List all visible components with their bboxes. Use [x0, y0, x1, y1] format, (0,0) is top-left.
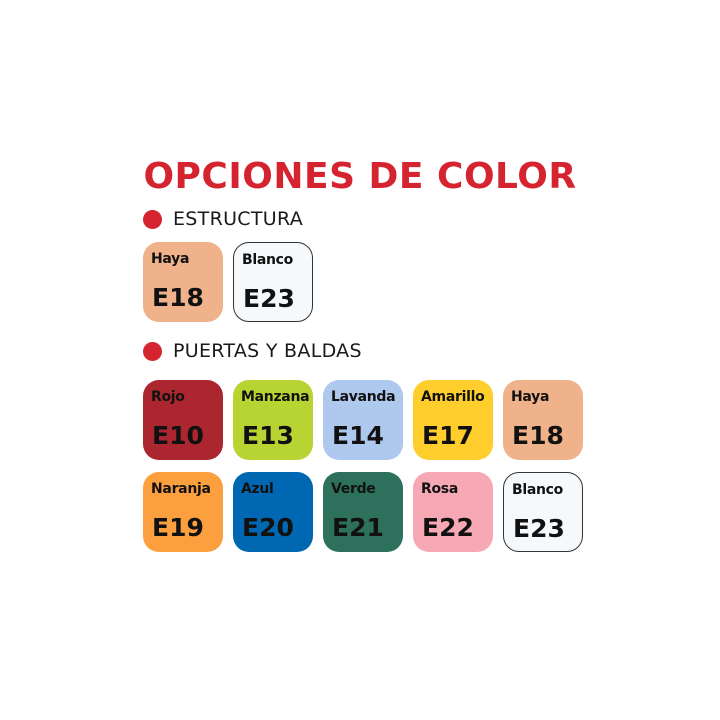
- swatch-code: E18: [512, 421, 564, 450]
- swatch-code: E13: [242, 421, 294, 450]
- color-swatch-e14: Lavanda E14: [323, 380, 403, 460]
- color-swatch-e19: Naranja E19: [143, 472, 223, 552]
- swatch-name: Amarillo: [421, 389, 485, 405]
- color-swatch-e18: Haya E18: [503, 380, 583, 460]
- swatch-name: Lavanda: [331, 389, 396, 405]
- swatch-name: Azul: [241, 481, 274, 497]
- swatch-code: E21: [332, 513, 384, 542]
- color-swatch-e17: Amarillo E17: [413, 380, 493, 460]
- page-title: OPCIONES DE COLOR: [143, 156, 577, 197]
- swatch-code: E14: [332, 421, 384, 450]
- swatch-name: Blanco: [242, 252, 294, 268]
- swatch-name: Haya: [151, 251, 190, 267]
- color-swatch-e23: Blanco E23: [233, 242, 313, 322]
- swatch-code: E20: [242, 513, 294, 542]
- swatch-code: E18: [152, 283, 204, 312]
- section-estructura: ESTRUCTURA: [143, 208, 303, 230]
- swatch-name: Rosa: [421, 481, 458, 497]
- color-swatch-e10: Rojo E10: [143, 380, 223, 460]
- swatch-code: E23: [243, 284, 295, 313]
- color-swatch-e23: Blanco E23: [503, 472, 583, 552]
- section-label: PUERTAS Y BALDAS: [173, 340, 362, 362]
- color-swatch-e21: Verde E21: [323, 472, 403, 552]
- color-swatch-e22: Rosa E22: [413, 472, 493, 552]
- swatch-code: E22: [422, 513, 474, 542]
- section-label: ESTRUCTURA: [173, 208, 303, 230]
- color-swatch-e18: Haya E18: [143, 242, 223, 322]
- swatch-code: E19: [152, 513, 204, 542]
- color-swatch-e20: Azul E20: [233, 472, 313, 552]
- swatch-name: Manzana: [241, 389, 310, 405]
- swatch-name: Naranja: [151, 481, 211, 497]
- swatch-name: Verde: [331, 481, 376, 497]
- color-swatch-e13: Manzana E13: [233, 380, 313, 460]
- swatch-name: Blanco: [512, 482, 564, 498]
- bullet-dot-icon: [143, 341, 162, 361]
- swatch-name: Haya: [511, 389, 550, 405]
- bullet-dot-icon: [143, 209, 162, 229]
- swatch-code: E23: [513, 514, 565, 543]
- swatch-name: Rojo: [151, 389, 185, 405]
- section-puertas-baldas: PUERTAS Y BALDAS: [143, 340, 362, 362]
- swatch-code: E10: [152, 421, 204, 450]
- swatch-code: E17: [422, 421, 474, 450]
